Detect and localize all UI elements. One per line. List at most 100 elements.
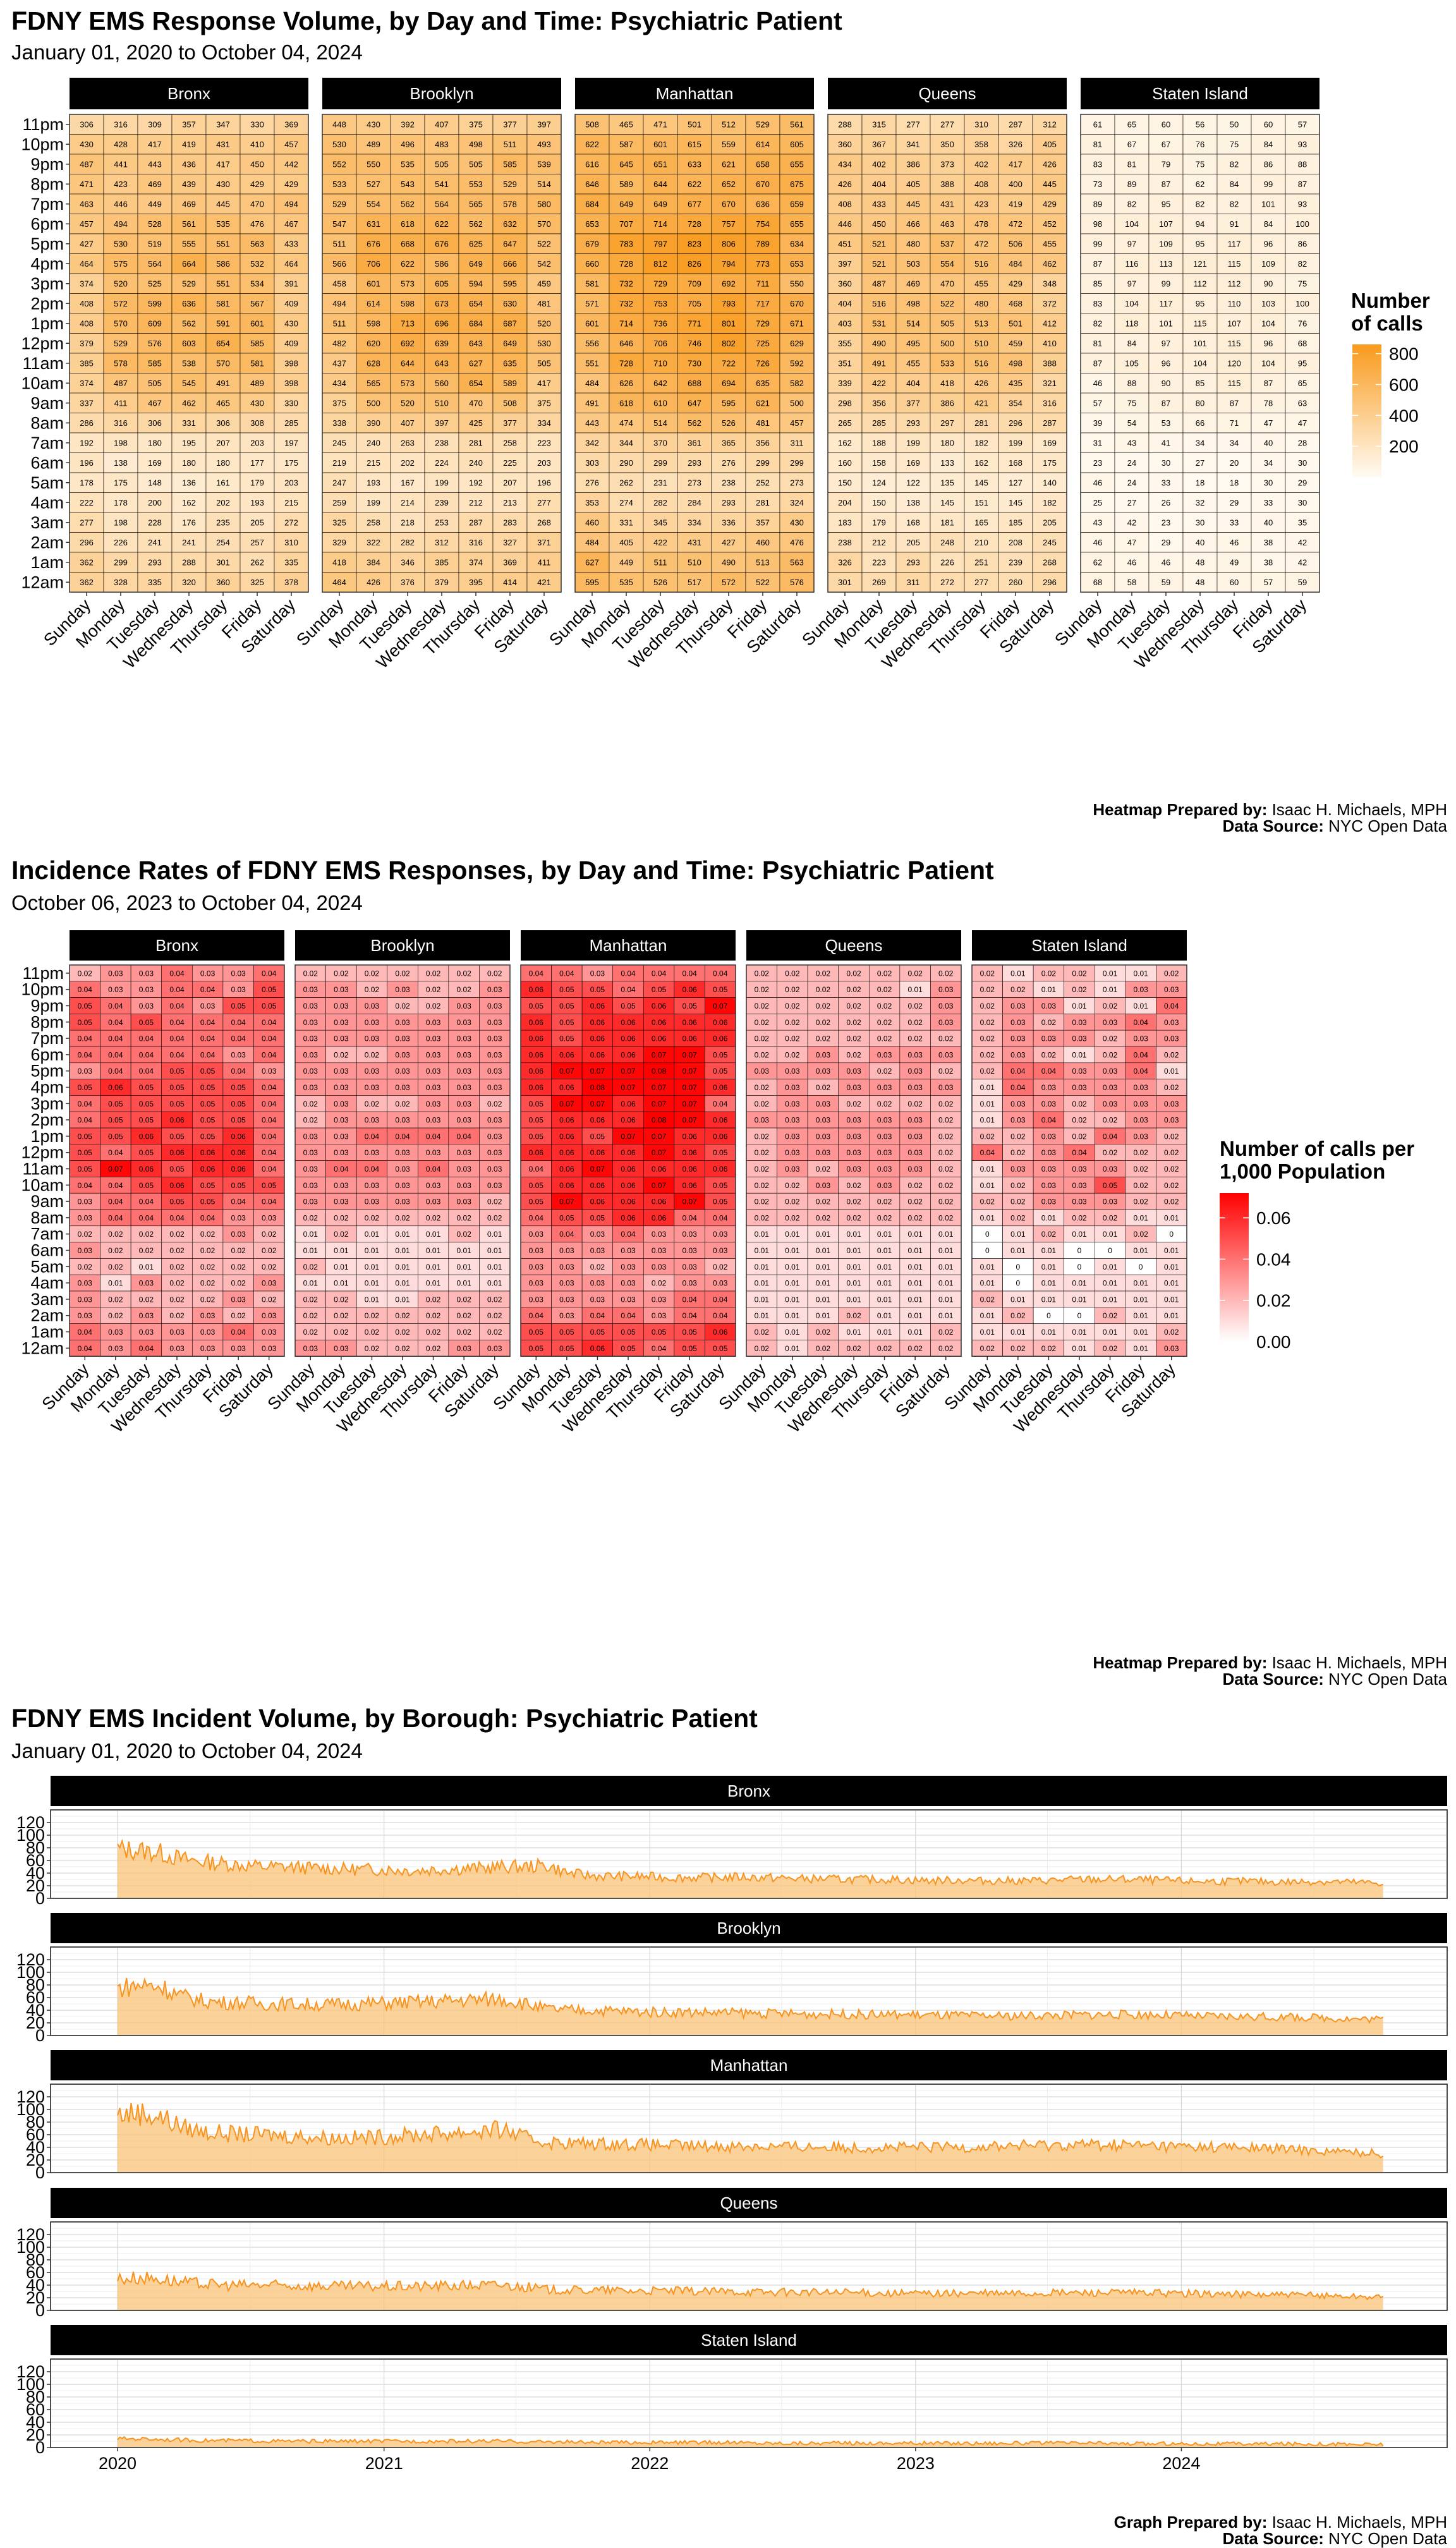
heatmap-cell: [171, 174, 207, 195]
x-tick-label: 2024: [1162, 2454, 1200, 2473]
cell-value: 445: [216, 199, 230, 209]
cell-value: 534: [250, 279, 264, 288]
heatmap-cell: [240, 253, 275, 274]
source-value: NYC Open Data: [1323, 2529, 1447, 2548]
cell-value: 330: [250, 119, 264, 129]
cell-value: 519: [148, 239, 162, 248]
heatmap-cell: [69, 214, 104, 234]
heatmap-cell: [137, 114, 173, 135]
heatmap-cell: [205, 174, 241, 195]
cell-value: 347: [216, 119, 230, 129]
heatmap-cell: [240, 233, 275, 254]
heatmap-cell: [171, 214, 207, 234]
heatmap-cell: [240, 154, 275, 174]
cell-value: 374: [80, 279, 94, 288]
cell-value: 494: [114, 219, 128, 229]
heatmap-cell: [274, 373, 309, 394]
cell-value: 337: [80, 398, 94, 408]
cell-value: 591: [216, 318, 230, 328]
cell-value: 575: [114, 259, 128, 269]
cell-value: 430: [216, 179, 230, 189]
heatmap-cell: [69, 134, 104, 155]
heatmap-cell: [274, 154, 309, 174]
cell-value: 467: [148, 398, 162, 408]
heatmap-cell: [69, 293, 104, 314]
heatmap-cell: [205, 214, 241, 234]
cell-value: 436: [182, 159, 196, 169]
cell-value: 572: [114, 299, 128, 308]
cell-value: 446: [114, 199, 128, 209]
cell-value: 505: [148, 379, 162, 388]
x-tick-label: 2021: [365, 2454, 403, 2473]
cell-value: 530: [114, 239, 128, 248]
heatmap-cell: [205, 273, 241, 294]
heatmap1-chart: Bronx 306 316 309 357 347 330 369 430 428 417 419 43…: [21, 78, 1419, 672]
cell-value: 439: [182, 179, 196, 189]
facet-strip: [70, 78, 308, 109]
cell-value: 428: [114, 140, 128, 149]
heatmap-cell: [240, 333, 275, 354]
heatmap-cell: [171, 353, 207, 373]
cell-value: 570: [216, 358, 230, 368]
heatmap-cell: [171, 233, 207, 254]
cell-value: 487: [114, 379, 128, 388]
heatmap-cell: [274, 214, 309, 234]
cell-value: 441: [114, 159, 128, 169]
cell-value: 429: [250, 179, 264, 189]
cell-value: 581: [250, 358, 264, 368]
cell-value: 551: [216, 279, 230, 288]
cell-value: 525: [148, 279, 162, 288]
cell-value: 585: [148, 358, 162, 368]
heatmap-cell: [69, 114, 104, 135]
y-tick-label: 120: [16, 2087, 45, 2106]
heatmap-cell: [274, 353, 309, 373]
cell-value: 374: [80, 379, 94, 388]
cell-value: 489: [250, 379, 264, 388]
heatmap-cell: [69, 273, 104, 294]
cell-value: 442: [284, 159, 298, 169]
cell-value: 443: [148, 159, 162, 169]
heatmap-cell: [103, 333, 138, 354]
cell-value: 419: [182, 140, 196, 149]
heatmap-cell: [171, 313, 207, 334]
heatmap-cell: [103, 253, 138, 274]
cell-value: 464: [284, 259, 298, 269]
cell-value: 567: [250, 299, 264, 308]
y-tick-label: 120: [16, 1813, 45, 1832]
heatmap-cell: [274, 193, 309, 214]
cell-value: 585: [250, 339, 264, 348]
heatmap-cell: [137, 333, 173, 354]
cell-value: 551: [216, 239, 230, 248]
cell-value: 449: [148, 199, 162, 209]
facet-label: Bronx: [727, 1781, 770, 1800]
cell-value: 430: [80, 140, 94, 149]
cell-value: 494: [284, 199, 298, 209]
y-tick-label: 120: [16, 2225, 45, 2244]
heatmap-cell: [205, 253, 241, 274]
heatmap-cell: [240, 293, 275, 314]
cell-value: 603: [182, 339, 196, 348]
cell-value: 470: [250, 199, 264, 209]
cell-value: 408: [80, 299, 94, 308]
cell-value: 398: [284, 379, 298, 388]
x-tick-label: 2020: [99, 2454, 136, 2473]
heatmap-cell: [171, 373, 207, 394]
cell-value: 555: [182, 239, 196, 248]
cell-value: 462: [182, 398, 196, 408]
cell-value: 316: [114, 119, 128, 129]
cell-value: 409: [284, 299, 298, 308]
cell-value: 535: [216, 219, 230, 229]
heatmap-cell: [171, 392, 207, 413]
heatmap-cell: [137, 233, 173, 254]
cell-value: 385: [80, 358, 94, 368]
heatmap-cell: [137, 174, 173, 195]
cell-value: 487: [80, 159, 94, 169]
heatmap1-subtitle: January 01, 2020 to October 04, 2024: [11, 40, 363, 64]
cell-value: 391: [284, 279, 298, 288]
cell-value: 491: [216, 379, 230, 388]
